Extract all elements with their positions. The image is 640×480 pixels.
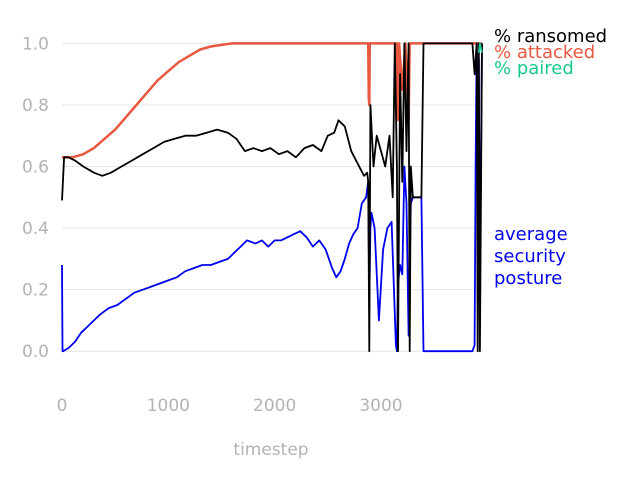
y-tick-label: 1.0	[22, 34, 49, 54]
x-axis-label: timestep	[233, 440, 308, 460]
legend-entry: % paired	[494, 58, 574, 79]
x-tick-labels: 0 1000 2000 3000	[57, 396, 403, 416]
y-tick-label: 0.8	[22, 96, 49, 116]
series-line-security-posture	[61, 42, 483, 353]
series-lines	[61, 42, 483, 353]
series-line-ransomed	[61, 42, 483, 353]
series-line-paired	[477, 42, 483, 53]
x-tick-label: 3000	[359, 396, 402, 416]
y-tick-label: 0.2	[22, 281, 49, 301]
y-tick-labels: 0.0 0.2 0.4 0.6 0.8 1.0	[22, 34, 49, 362]
legend-entry: % ransomed	[494, 26, 607, 47]
legend-entry: % attacked	[494, 42, 595, 63]
x-tick-label: 2000	[253, 396, 296, 416]
annotation-line: average	[494, 224, 568, 245]
legend: % ransomed% attacked% paired	[494, 26, 607, 79]
y-tick-label: 0.4	[22, 219, 49, 239]
x-tick-label: 1000	[147, 396, 190, 416]
y-tick-label: 0.6	[22, 158, 49, 178]
annotation-line: security	[494, 246, 566, 267]
annotation-line: posture	[494, 268, 562, 289]
y-tick-label: 0.0	[22, 342, 49, 362]
series-line-attacked	[62, 42, 482, 159]
x-tick-label: 0	[57, 396, 68, 416]
